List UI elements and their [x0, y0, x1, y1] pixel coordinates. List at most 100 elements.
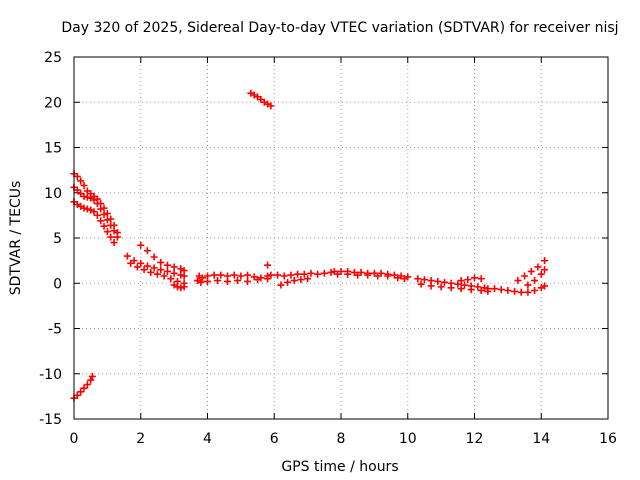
data-point	[230, 271, 238, 279]
data-point	[103, 216, 111, 224]
data-point	[160, 272, 168, 280]
y-tick-label: -5	[48, 322, 62, 338]
data-point	[163, 261, 171, 269]
plot-frame	[73, 56, 609, 420]
y-tick-label: 15	[44, 141, 62, 157]
data-point	[143, 247, 151, 255]
data-point	[314, 270, 322, 278]
data-point	[180, 283, 188, 291]
data-point	[264, 261, 272, 269]
y-tick-label: 0	[53, 276, 62, 292]
data-point	[457, 277, 465, 285]
data-point	[514, 277, 522, 285]
series-arc-13b	[514, 257, 549, 285]
y-tick-label: 25	[44, 50, 62, 66]
data-point	[521, 272, 529, 280]
data-point	[88, 372, 96, 380]
data-point	[524, 288, 532, 296]
data-point	[537, 270, 545, 278]
data-point	[527, 267, 535, 275]
data-point	[83, 381, 91, 389]
data-point	[170, 269, 178, 277]
data-point	[107, 215, 115, 223]
data-point	[80, 182, 88, 190]
data-point	[354, 271, 362, 279]
data-point	[107, 221, 115, 229]
data-point	[90, 196, 98, 204]
data-point	[541, 266, 549, 274]
data-point	[434, 277, 442, 285]
data-point	[534, 263, 542, 271]
data-point	[217, 271, 225, 279]
data-point	[531, 286, 539, 294]
grid-lines	[74, 57, 608, 419]
y-tick-label: -15	[39, 412, 62, 428]
data-point	[93, 200, 101, 208]
data-points	[70, 89, 549, 402]
y-tick-label: 20	[44, 95, 62, 111]
x-tick-label: 10	[399, 431, 417, 447]
data-point	[113, 233, 121, 241]
data-point	[394, 274, 402, 282]
series-arc-top-5	[247, 89, 275, 110]
data-point	[417, 280, 425, 288]
x-tick-label: 2	[136, 431, 145, 447]
y-tick-label: 10	[44, 186, 62, 202]
data-point	[517, 288, 525, 296]
data-point	[127, 259, 135, 267]
data-point	[284, 278, 292, 286]
data-point	[287, 271, 295, 279]
data-point	[143, 262, 151, 270]
data-point	[437, 283, 445, 291]
data-point	[531, 277, 539, 285]
data-point	[204, 277, 211, 285]
data-point	[447, 284, 455, 292]
y-tick-label: 5	[53, 231, 62, 247]
data-point	[244, 271, 252, 279]
data-point	[254, 276, 262, 284]
data-point	[180, 267, 188, 275]
series-arc-6b	[277, 275, 312, 289]
x-tick-label: 6	[270, 431, 279, 447]
data-point	[280, 272, 288, 280]
data-point	[93, 211, 101, 219]
data-point	[153, 270, 161, 278]
y-tick-labels: -15 -10 -5 0 5 10 15 20 25	[39, 50, 62, 428]
data-point	[460, 281, 468, 289]
data-point	[524, 281, 532, 289]
data-point	[344, 270, 352, 278]
data-point	[327, 268, 335, 276]
data-point	[83, 205, 91, 213]
data-point	[214, 277, 222, 285]
data-point	[541, 257, 549, 265]
series-arc-3	[193, 272, 206, 286]
data-point	[157, 258, 165, 266]
data-point	[304, 275, 312, 283]
series-arc-10c	[457, 274, 485, 285]
data-point	[80, 204, 88, 212]
y-axis-label: SDTVAR / TECUs	[8, 181, 24, 296]
data-point	[297, 276, 305, 284]
data-point	[73, 391, 81, 399]
data-point	[97, 205, 105, 213]
x-tick-label: 8	[337, 431, 346, 447]
data-point	[157, 266, 165, 274]
data-point	[173, 283, 181, 291]
series-arc-4b	[204, 275, 272, 285]
series-arc-10	[414, 275, 492, 293]
data-point	[80, 192, 88, 200]
x-tick-label: 0	[70, 431, 79, 447]
data-point	[374, 272, 382, 280]
data-point	[491, 285, 499, 293]
data-point	[307, 269, 315, 277]
x-tick-label: 4	[203, 431, 212, 447]
data-point	[80, 384, 88, 392]
data-point	[133, 263, 141, 271]
data-point	[100, 204, 108, 212]
data-point	[147, 268, 155, 276]
data-point	[100, 222, 108, 230]
data-point	[294, 270, 302, 278]
series-arc-13	[491, 282, 549, 296]
data-point	[103, 228, 111, 236]
